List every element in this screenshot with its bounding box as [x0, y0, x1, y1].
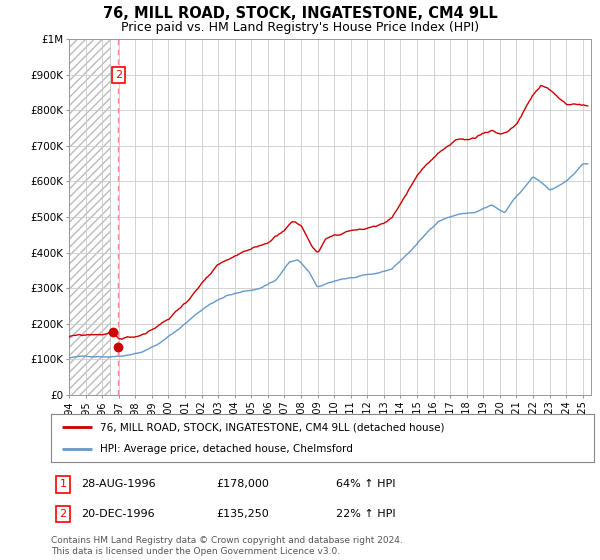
- Text: Price paid vs. HM Land Registry's House Price Index (HPI): Price paid vs. HM Land Registry's House …: [121, 21, 479, 34]
- Text: Contains HM Land Registry data © Crown copyright and database right 2024.
This d: Contains HM Land Registry data © Crown c…: [51, 536, 403, 556]
- Text: 76, MILL ROAD, STOCK, INGATESTONE, CM4 9LL (detached house): 76, MILL ROAD, STOCK, INGATESTONE, CM4 9…: [100, 422, 445, 432]
- Text: 22% ↑ HPI: 22% ↑ HPI: [336, 509, 395, 519]
- Text: 2: 2: [59, 509, 67, 519]
- Text: 76, MILL ROAD, STOCK, INGATESTONE, CM4 9LL: 76, MILL ROAD, STOCK, INGATESTONE, CM4 9…: [103, 6, 497, 21]
- Text: 28-AUG-1996: 28-AUG-1996: [81, 479, 155, 489]
- Text: 1: 1: [59, 479, 67, 489]
- Text: £135,250: £135,250: [216, 509, 269, 519]
- Text: 64% ↑ HPI: 64% ↑ HPI: [336, 479, 395, 489]
- Bar: [69, 39, 110, 395]
- Text: £178,000: £178,000: [216, 479, 269, 489]
- Text: HPI: Average price, detached house, Chelmsford: HPI: Average price, detached house, Chel…: [100, 444, 353, 454]
- Text: 20-DEC-1996: 20-DEC-1996: [81, 509, 155, 519]
- Text: 2: 2: [115, 70, 122, 80]
